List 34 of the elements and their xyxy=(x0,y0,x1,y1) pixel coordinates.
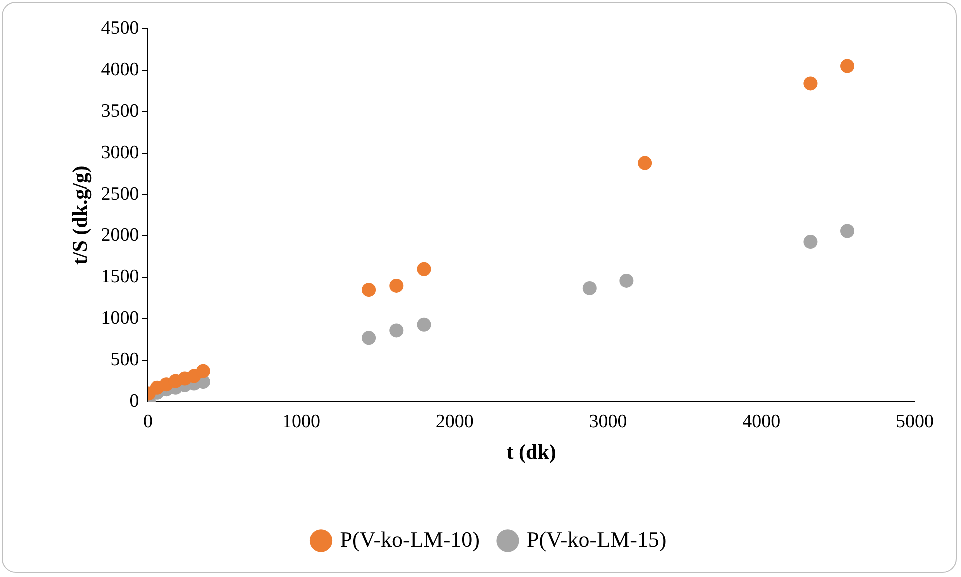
x-tick-label: 2000 xyxy=(436,411,474,432)
point xyxy=(362,331,376,346)
y-tick-label: 0 xyxy=(130,390,140,412)
y-tick-label: 3500 xyxy=(101,100,140,122)
y-tick-label: 2000 xyxy=(101,225,140,246)
point xyxy=(804,235,818,250)
x-tick-label: 4000 xyxy=(742,411,781,432)
y-tick-label: 1500 xyxy=(101,266,140,288)
x-tick-label: 0 xyxy=(143,411,153,432)
point xyxy=(840,224,855,238)
y-axis-title: t/S (dk.g/g) xyxy=(68,166,92,266)
point xyxy=(638,156,652,170)
point xyxy=(804,76,818,91)
y-tick-label: 2500 xyxy=(101,184,140,205)
x-tick-label: 5000 xyxy=(896,411,934,432)
point xyxy=(196,364,210,378)
x-tick-label: 3000 xyxy=(589,411,628,432)
point xyxy=(390,278,404,293)
point xyxy=(840,59,855,74)
legend-label: P(V-ko-LM-10) xyxy=(340,526,480,552)
point xyxy=(417,262,432,276)
point xyxy=(582,281,597,296)
y-tick-label: 4500 xyxy=(101,18,140,39)
point xyxy=(417,318,432,332)
y-tick-label: 500 xyxy=(110,350,140,371)
x-tick-label: 1000 xyxy=(282,411,321,432)
point xyxy=(390,324,404,338)
point xyxy=(620,274,634,288)
y-tick-label: 1000 xyxy=(101,308,140,330)
y-tick-label: 3000 xyxy=(101,142,140,164)
point xyxy=(362,283,376,298)
x-axis-title: t (dk) xyxy=(506,440,556,464)
y-tick-label: 4000 xyxy=(101,59,140,80)
legend-label: P(V-ko-LM-15) xyxy=(527,526,667,552)
